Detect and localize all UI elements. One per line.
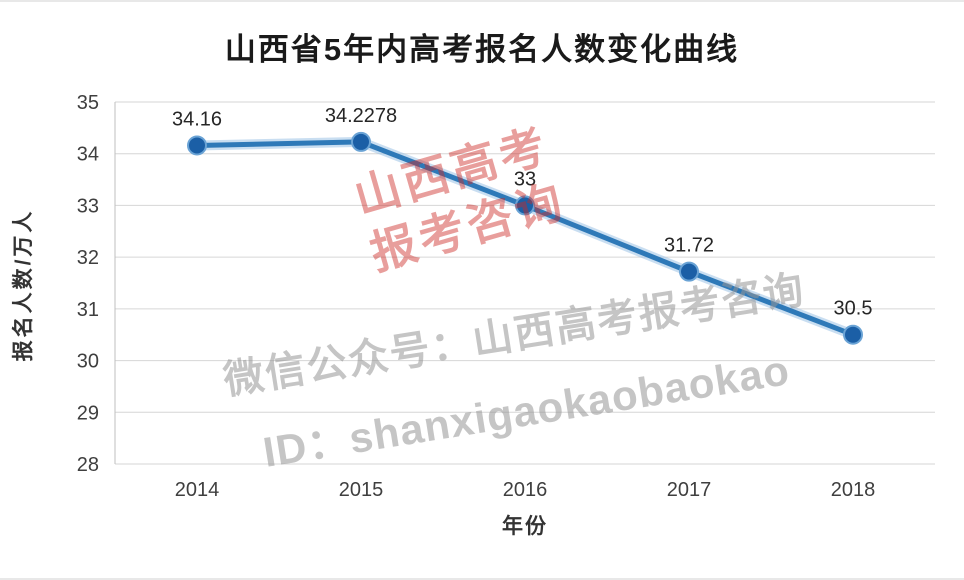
x-tick-label: 2014 bbox=[175, 479, 220, 501]
y-axis-label: 报名人数/万人 bbox=[12, 208, 35, 362]
x-tick-label: 2016 bbox=[503, 479, 548, 501]
data-label: 31.72 bbox=[664, 235, 714, 257]
x-axis-label: 年份 bbox=[502, 515, 548, 538]
chart-title: 山西省5年内高考报名人数变化曲线 bbox=[224, 32, 740, 67]
data-point bbox=[515, 195, 535, 216]
data-label: 30.5 bbox=[834, 298, 873, 320]
y-tick-label: 34 bbox=[77, 144, 99, 166]
y-tick-label: 32 bbox=[77, 247, 99, 269]
y-tick-label: 29 bbox=[77, 402, 99, 424]
x-tick-label: 2018 bbox=[831, 479, 876, 501]
data-label: 33 bbox=[514, 168, 536, 190]
y-tick-label: 35 bbox=[77, 92, 99, 114]
x-tick-label: 2015 bbox=[339, 479, 384, 501]
y-tick-label: 31 bbox=[77, 299, 99, 321]
y-tick-label: 33 bbox=[77, 195, 99, 217]
data-label: 34.2278 bbox=[325, 105, 397, 127]
x-tick-label: 2017 bbox=[667, 479, 712, 501]
data-point bbox=[843, 324, 863, 345]
data-point bbox=[187, 135, 207, 156]
data-point bbox=[351, 131, 371, 152]
y-tick-label: 30 bbox=[77, 351, 99, 373]
y-tick-label: 28 bbox=[77, 454, 99, 476]
data-point bbox=[679, 261, 699, 282]
data-label: 34.16 bbox=[172, 108, 222, 130]
